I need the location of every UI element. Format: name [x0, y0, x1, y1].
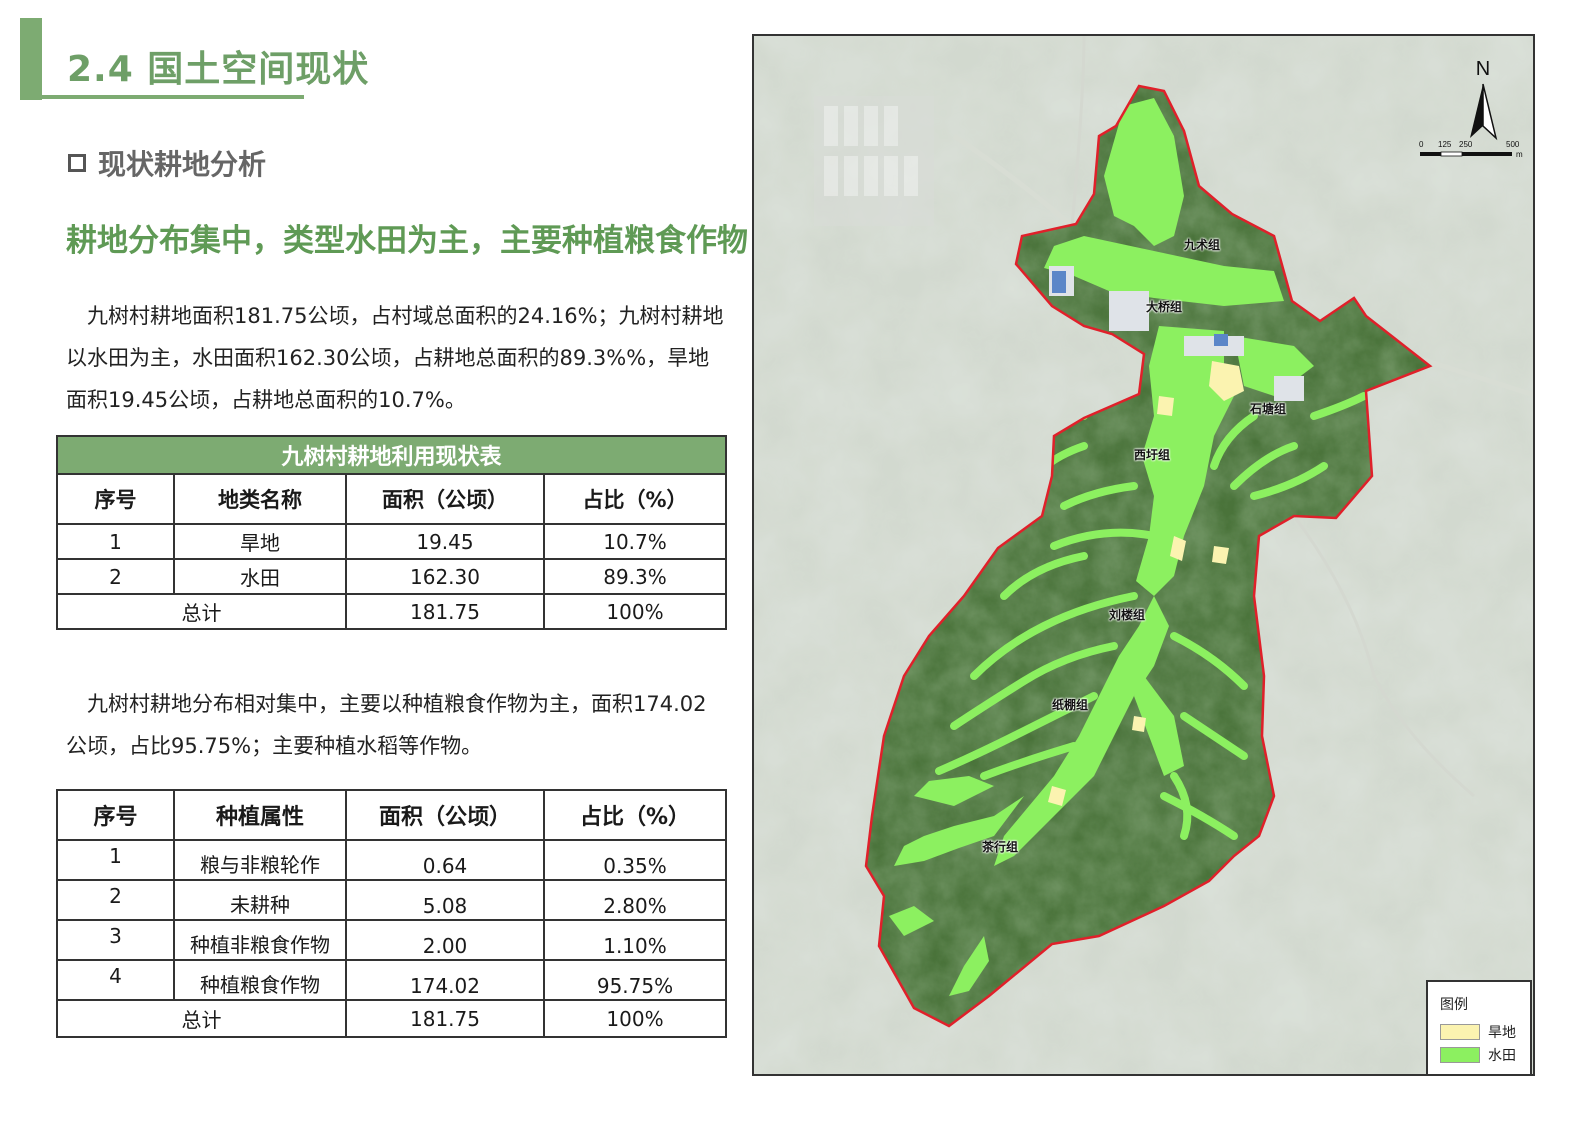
map-label-zhipeng: 纸棚组: [1052, 698, 1089, 712]
table-row: 2 未耕种 5.08 2.80%: [56, 879, 727, 921]
table-cell: 水田: [173, 558, 347, 595]
table-row: 1 旱地 19.45 10.7%: [56, 523, 728, 560]
table-cell: 种植粮食作物: [173, 959, 347, 1001]
map-label-chahang: 茶行组: [982, 840, 1019, 854]
table-caption: 九树村耕地利用现状表: [55, 435, 728, 475]
table-cell: 旱地: [173, 523, 347, 560]
table-cell: 174.02: [345, 959, 545, 1001]
title-accent-bar: [20, 18, 42, 100]
urban-area: [814, 96, 934, 226]
scale-unit: m: [1516, 150, 1523, 159]
paragraph-crop-distribution: 九树村耕地分布相对集中，主要以种植粮食作物为主，面积174.02公顷，占比95.…: [66, 692, 707, 758]
map-label-liulou: 刘楼组: [1109, 608, 1146, 622]
village-farmland-map[interactable]: N 0 125 250 500 m 九术组 大桥组 石塘组 西圩组 刘楼组 纸棚…: [752, 34, 1535, 1076]
column-header: 地类名称: [173, 473, 347, 525]
total-area: 181.75: [345, 593, 545, 630]
table-cell: 种植非粮食作物: [173, 919, 347, 961]
column-header: 面积（公顷）: [345, 789, 545, 841]
table-cell: 162.30: [345, 558, 545, 595]
legend-title: 图例: [1440, 997, 1468, 1013]
title-underline: [42, 95, 304, 99]
table-cell: 89.3%: [542, 558, 728, 595]
table-cell: 0.35%: [543, 839, 727, 881]
table-cell: 2.80%: [543, 879, 727, 921]
table-cell: 0.64: [345, 839, 545, 881]
table-cell: 5.08: [345, 879, 545, 921]
scale-tick: 125: [1438, 140, 1452, 149]
table-total-row: 总计 181.75 100%: [56, 593, 728, 630]
total-percent: 100%: [543, 999, 727, 1038]
column-header: 占比（%）: [542, 473, 728, 525]
table-cell: 1: [56, 523, 175, 560]
column-header: 面积（公顷）: [345, 473, 545, 525]
table-row: 1 粮与非粮轮作 0.64 0.35%: [56, 839, 727, 881]
table-cell: 2: [56, 558, 175, 595]
column-header: 序号: [56, 473, 175, 525]
table-row: 2 水田 162.30 89.3%: [56, 558, 728, 595]
square-bullet-icon: [68, 154, 86, 172]
total-percent: 100%: [542, 593, 728, 630]
north-arrow-icon: [1470, 83, 1498, 141]
map-label-shitang: 石塘组: [1250, 402, 1287, 416]
map-legend: 图例 旱地 水田: [1426, 980, 1532, 1074]
map-label-jiushu: 九术组: [1184, 238, 1221, 252]
total-label: 总计: [56, 999, 347, 1038]
legend-swatch: [1440, 1047, 1480, 1063]
map-label-xiwei: 西圩组: [1134, 448, 1171, 462]
section-heading: 现状耕地分析: [68, 143, 266, 183]
total-label: 总计: [56, 593, 347, 630]
legend-item-dry-land: 旱地: [1440, 1022, 1516, 1042]
legend-label: 旱地: [1488, 1025, 1516, 1041]
table-cell: 2.00: [345, 919, 545, 961]
north-label: N: [1475, 58, 1491, 80]
scale-bar: [1420, 151, 1512, 157]
total-area: 181.75: [345, 999, 545, 1038]
table-total-row: 总计 181.75 100%: [56, 999, 727, 1038]
paddy-field-area: [889, 98, 1314, 996]
table-cell: 未耕种: [173, 879, 347, 921]
map-label-daqiao: 大桥组: [1146, 300, 1183, 314]
table-cell: 3: [56, 919, 175, 961]
column-header: 种植属性: [173, 789, 347, 841]
farmland-status-table: 九树村耕地利用现状表 序号 地类名称 面积（公顷） 占比（%） 1 旱地 19.…: [55, 435, 728, 630]
table-row: 3 种植非粮食作物 2.00 1.10%: [56, 919, 727, 961]
scale-tick: 500: [1506, 140, 1520, 149]
legend-swatch: [1440, 1024, 1480, 1040]
map-canvas: [754, 36, 1533, 1074]
table-cell: 10.7%: [542, 523, 728, 560]
table-cell: 95.75%: [543, 959, 727, 1001]
paragraph-farmland-area: 九树村耕地面积181.75公顷，占村域总面积的24.16%；九树村耕地以水田为主…: [66, 304, 724, 412]
section-heading-text: 现状耕地分析: [98, 148, 267, 181]
table-cell: 粮与非粮轮作: [173, 839, 347, 881]
table-cell: 1.10%: [543, 919, 727, 961]
planting-attribute-table: 序号 种植属性 面积（公顷） 占比（%） 1 粮与非粮轮作 0.64 0.35%…: [56, 789, 727, 1038]
scale-tick: 250: [1459, 140, 1473, 149]
table-cell: 19.45: [345, 523, 545, 560]
table-cell: 1: [56, 839, 175, 881]
headline: 耕地分布集中，类型水田为主，主要种植粮食作物: [66, 223, 748, 259]
table-cell: 2: [56, 879, 175, 921]
table-row: 4 种植粮食作物 174.02 95.75%: [56, 959, 727, 1001]
legend-label: 水田: [1488, 1048, 1516, 1064]
legend-item-paddy: 水田: [1440, 1045, 1516, 1065]
scale-tick: 0: [1419, 140, 1424, 149]
table-cell: 4: [56, 959, 175, 1001]
page-title: 2.4 国土空间现状: [67, 49, 370, 90]
column-header: 占比（%）: [543, 789, 727, 841]
column-header: 序号: [56, 789, 175, 841]
blue-roof-buildings: [1052, 271, 1228, 346]
